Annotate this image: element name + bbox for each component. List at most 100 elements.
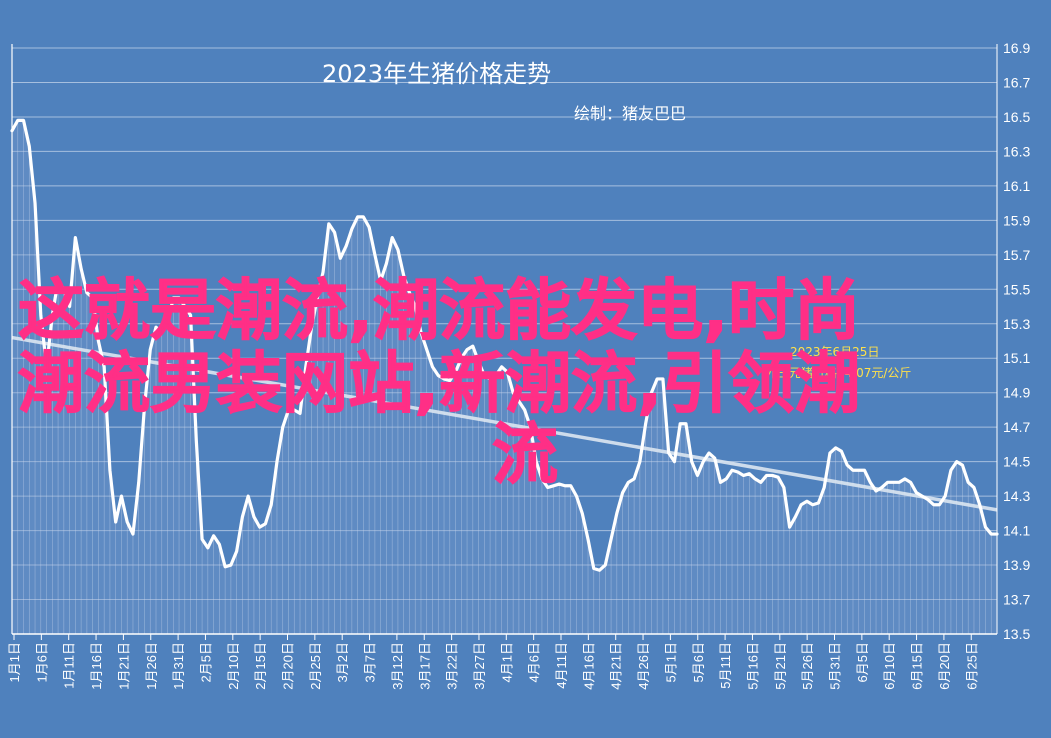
data-point	[276, 460, 278, 463]
data-point	[892, 481, 895, 484]
data-point	[166, 322, 169, 325]
x-tick-label: 4月1日	[499, 642, 514, 682]
data-point	[189, 314, 192, 316]
data-point	[581, 512, 584, 515]
overlay-text-line3: 流	[492, 416, 558, 493]
x-tick-label: 4月11日	[554, 642, 569, 689]
data-point	[293, 409, 296, 411]
y-tick-label: 16.7	[1003, 74, 1030, 90]
data-point	[633, 478, 635, 480]
data-point	[639, 460, 641, 463]
x-tick-label: 6月25日	[964, 642, 979, 690]
data-point	[160, 331, 163, 334]
data-point	[143, 405, 146, 408]
data-point	[120, 495, 123, 497]
data-point	[696, 474, 699, 477]
trend-line	[11, 335, 998, 512]
x-tick-label: 3月22日	[445, 642, 460, 690]
y-tick-label: 16.9	[1003, 40, 1030, 56]
x-tick-label: 2月5日	[198, 642, 213, 682]
data-point	[362, 216, 365, 218]
x-tick-label: 5月21日	[773, 642, 788, 690]
data-point	[310, 326, 313, 329]
y-tick-label: 16.3	[1003, 143, 1030, 159]
data-point	[57, 279, 59, 282]
data-point	[281, 426, 284, 428]
annotation-date: 2023年6月25日	[790, 345, 879, 359]
data-point	[132, 533, 134, 535]
data-point	[460, 357, 463, 360]
data-point	[218, 543, 221, 546]
x-tick-label: 2月25日	[308, 642, 323, 690]
data-point	[742, 474, 745, 477]
data-point	[765, 474, 768, 477]
data-point	[811, 503, 814, 506]
data-point	[834, 447, 837, 449]
data-point	[241, 516, 244, 518]
data-point	[512, 391, 514, 394]
data-point	[195, 440, 198, 442]
data-point	[68, 305, 71, 308]
x-tick-label: 4月16日	[581, 642, 596, 690]
data-point	[558, 483, 561, 485]
data-point	[921, 495, 923, 497]
y-tick-label: 13.9	[1003, 557, 1030, 573]
data-point	[788, 526, 791, 528]
data-point	[829, 452, 831, 454]
data-point	[253, 516, 255, 518]
data-point	[777, 476, 779, 478]
x-tick-label: 5月1日	[663, 642, 678, 682]
data-point	[379, 279, 382, 282]
overlay-text-line2: 潮流男装网站,新潮流,引领潮	[18, 345, 860, 422]
data-point	[904, 478, 906, 480]
x-tick-label: 5月11日	[718, 642, 733, 689]
data-point	[495, 374, 497, 377]
x-tick-label: 5月31日	[828, 642, 843, 690]
data-point	[713, 457, 716, 460]
data-point	[224, 565, 226, 568]
data-point	[783, 486, 785, 489]
data-point	[523, 409, 526, 411]
data-point	[575, 495, 578, 497]
data-point	[178, 297, 180, 299]
data-point	[518, 400, 520, 403]
data-point	[351, 228, 353, 230]
chart-title: 2023年生猪价格走势	[322, 60, 551, 88]
y-tick-label: 14.5	[1003, 454, 1030, 470]
data-point	[857, 469, 860, 472]
area-fill	[11, 120, 998, 634]
data-point	[235, 550, 238, 553]
overlay-text-line1: 这就是潮流,潮流能发电,时尚	[18, 272, 860, 349]
x-tick-label: 5月6日	[691, 642, 706, 682]
x-tick-label: 4月21日	[609, 642, 624, 690]
x-tick-label: 1月11日	[62, 642, 77, 689]
data-point	[846, 464, 849, 466]
data-point	[564, 484, 566, 487]
annotation-price: 外三元猪价格14.07元/公斤	[765, 365, 911, 380]
y-tick-label: 15.1	[1003, 350, 1030, 366]
data-point	[126, 521, 129, 523]
x-tick-label: 3月7日	[363, 642, 378, 682]
data-point	[483, 374, 486, 377]
data-point	[616, 512, 618, 515]
x-tick-label: 3月2日	[335, 642, 350, 682]
data-point	[541, 478, 543, 480]
data-point	[592, 567, 595, 570]
data-point	[230, 564, 232, 566]
data-point	[598, 569, 601, 572]
x-tick-label: 2月15日	[253, 642, 268, 690]
x-tick-label: 1月6日	[34, 642, 49, 682]
data-point	[345, 245, 347, 248]
y-tick-label: 14.7	[1003, 419, 1030, 435]
data-point	[264, 522, 267, 525]
x-tick-label: 4月26日	[636, 642, 651, 690]
y-tick-label: 16.1	[1003, 178, 1030, 194]
data-point	[754, 478, 756, 480]
data-point	[886, 481, 889, 484]
x-tick-label: 5月26日	[800, 642, 815, 690]
series-line-path	[10, 118, 999, 572]
data-point	[852, 469, 854, 472]
data-point	[748, 472, 751, 475]
data-point	[898, 481, 900, 484]
data-point	[466, 348, 468, 351]
